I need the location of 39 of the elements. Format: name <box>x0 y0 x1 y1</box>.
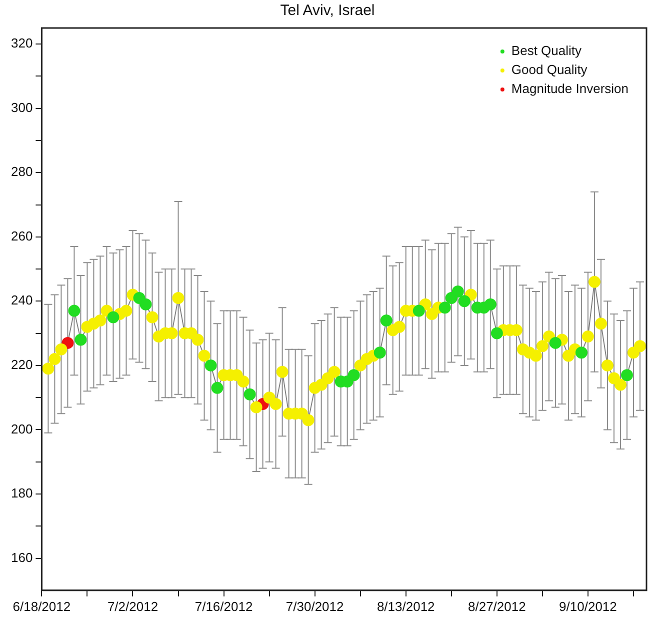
point <box>244 388 256 400</box>
x-tick-label: 7/2/2012 <box>107 598 158 614</box>
x-tick-label: 9/10/2012 <box>559 598 617 614</box>
y-tick-label: 220 <box>10 357 33 372</box>
y-tick-label: 260 <box>10 228 33 244</box>
point <box>348 369 360 382</box>
point <box>211 382 224 394</box>
x-tick-label: 8/13/2012 <box>376 598 435 614</box>
point <box>140 298 152 310</box>
y-tick-label: 240 <box>10 292 33 308</box>
y-tick-label: 320 <box>10 36 33 51</box>
x-tick-label: 7/16/2012 <box>194 598 253 614</box>
point <box>458 295 470 308</box>
x-tick-label: 8/27/2012 <box>468 598 526 614</box>
point <box>549 336 562 349</box>
point <box>438 302 451 314</box>
y-tick-label: 160 <box>10 550 33 565</box>
y-tick-label: 300 <box>10 100 33 115</box>
point <box>380 314 392 326</box>
legend-label: Good Quality <box>511 62 588 78</box>
point <box>575 346 588 359</box>
x-tick-label: 7/30/2012 <box>286 598 344 614</box>
point <box>620 369 633 382</box>
legend-label: Magnitude Inversion <box>511 81 629 96</box>
y-tick-label: 180 <box>10 486 33 501</box>
chart-title: Tel Aviv, Israel <box>280 2 375 20</box>
point <box>412 304 425 317</box>
x-tick-label: 6/18/2012 <box>12 598 71 614</box>
point <box>74 334 87 346</box>
point <box>490 327 503 340</box>
point <box>107 311 120 324</box>
point <box>68 304 80 317</box>
point <box>204 359 217 372</box>
y-tick-label: 280 <box>10 164 33 180</box>
point <box>484 298 496 310</box>
y-tick-label: 200 <box>10 421 33 436</box>
legend-label: Best Quality <box>511 43 582 58</box>
point <box>374 346 386 359</box>
point <box>452 286 464 298</box>
